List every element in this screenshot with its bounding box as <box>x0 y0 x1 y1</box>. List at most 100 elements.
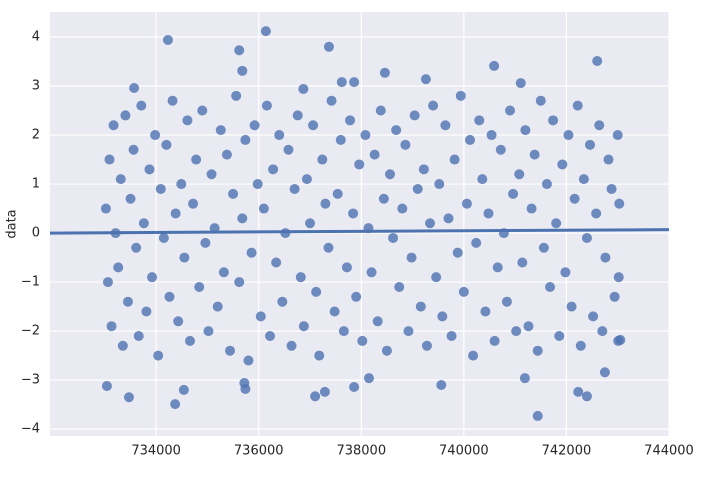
point <box>609 291 620 302</box>
point <box>461 198 472 209</box>
point <box>519 373 530 384</box>
point <box>471 237 482 248</box>
point <box>179 252 190 263</box>
point <box>240 134 251 145</box>
point <box>385 169 396 180</box>
point <box>548 115 559 126</box>
point <box>354 159 365 170</box>
point <box>319 386 330 397</box>
y-tick-label: 4 <box>32 29 40 44</box>
point <box>162 34 173 45</box>
regression-line <box>50 228 669 235</box>
point <box>492 262 503 273</box>
point <box>131 242 142 253</box>
point <box>133 331 144 342</box>
point <box>585 139 596 150</box>
x-tick-label: 744000 <box>644 444 694 459</box>
point <box>597 326 608 337</box>
point <box>268 164 279 175</box>
marks <box>50 26 669 421</box>
point <box>335 134 346 145</box>
point <box>415 301 426 312</box>
point <box>197 105 208 116</box>
point <box>225 345 236 356</box>
point <box>249 120 260 131</box>
point <box>425 218 436 229</box>
point <box>122 296 133 307</box>
point <box>200 237 211 248</box>
y-tick-label: −4 <box>21 422 40 437</box>
x-tick-label: 740000 <box>439 444 489 459</box>
x-tick-label: 742000 <box>542 444 592 459</box>
point <box>465 134 476 145</box>
point <box>341 262 352 273</box>
point <box>338 326 349 337</box>
point <box>176 179 187 190</box>
point <box>541 179 552 190</box>
point <box>141 306 152 317</box>
point <box>153 350 164 361</box>
point <box>240 383 251 394</box>
point <box>155 183 166 194</box>
point <box>144 164 155 175</box>
point <box>329 306 340 317</box>
point <box>332 188 343 199</box>
point <box>523 321 534 332</box>
point <box>261 100 272 111</box>
y-tick-label: 1 <box>32 177 40 192</box>
point <box>514 169 525 180</box>
point <box>158 232 169 243</box>
point <box>381 345 392 356</box>
point <box>532 345 543 356</box>
point <box>517 257 528 268</box>
point <box>234 45 245 56</box>
point <box>529 149 540 160</box>
point <box>452 247 463 258</box>
point <box>260 26 271 37</box>
point <box>283 144 294 155</box>
point <box>603 154 614 165</box>
point <box>588 311 599 322</box>
point <box>348 208 359 219</box>
point <box>360 130 371 141</box>
point <box>554 331 565 342</box>
point <box>563 130 574 141</box>
point <box>592 56 603 67</box>
point <box>203 326 214 337</box>
point <box>532 410 543 421</box>
point <box>375 105 386 116</box>
point <box>255 311 266 322</box>
point <box>136 100 147 111</box>
point <box>243 355 254 366</box>
point <box>305 218 316 229</box>
point <box>308 120 319 131</box>
point <box>182 115 193 126</box>
point <box>369 149 380 160</box>
point <box>349 381 360 392</box>
point <box>191 154 202 165</box>
point <box>489 335 500 346</box>
point <box>363 373 374 384</box>
point <box>173 316 184 327</box>
point <box>104 154 115 165</box>
point <box>102 277 113 288</box>
point <box>271 257 282 268</box>
point <box>515 78 526 89</box>
point <box>557 159 568 170</box>
point <box>560 267 571 278</box>
point <box>428 100 439 111</box>
point <box>274 130 285 141</box>
point <box>115 174 126 185</box>
point <box>449 154 460 165</box>
point <box>600 252 611 263</box>
point <box>164 291 175 302</box>
point <box>161 139 172 150</box>
point <box>194 281 205 292</box>
y-tick-label: 0 <box>32 226 40 241</box>
point <box>349 77 360 88</box>
point <box>218 267 229 278</box>
point <box>501 296 512 307</box>
point <box>391 125 402 136</box>
point <box>100 203 111 214</box>
